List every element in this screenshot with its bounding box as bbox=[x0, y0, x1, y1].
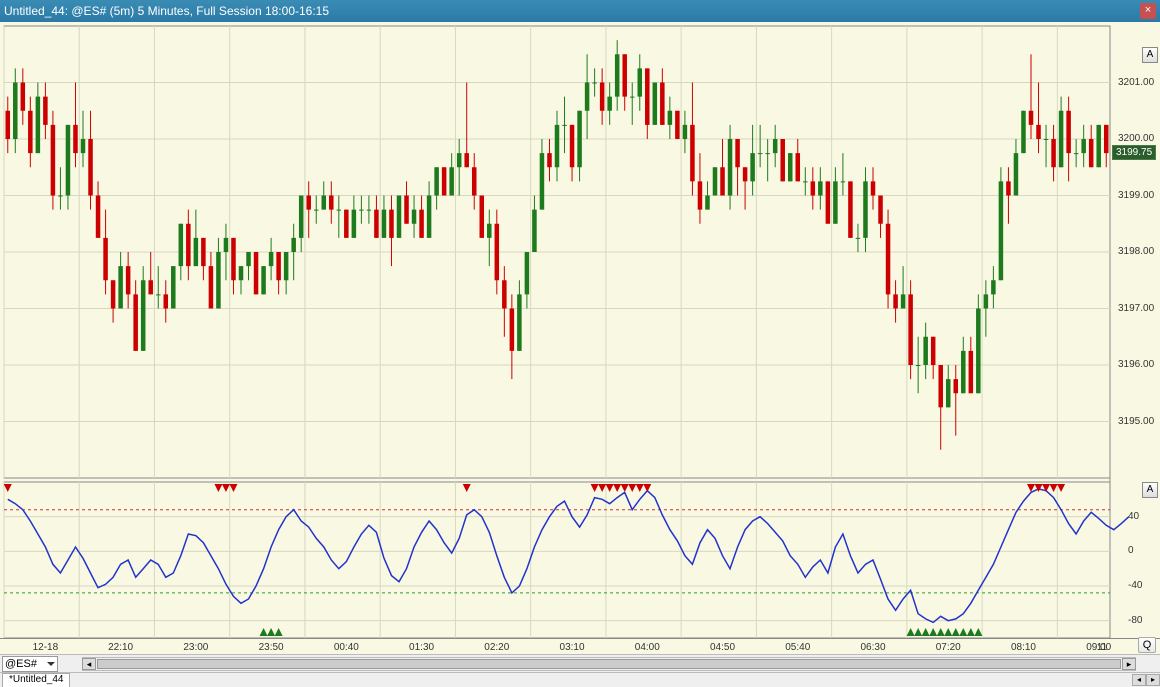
x-tick-label: 07:20 bbox=[936, 642, 961, 653]
x-axis: 12-18 22:10 23:00 23:50 00:40 01:30 02:20 03:10… bbox=[0, 638, 1160, 654]
osc-tick-label: -40 bbox=[1128, 580, 1142, 591]
x-tick-label: 05:40 bbox=[785, 642, 810, 653]
x-tick-label: 04:50 bbox=[710, 642, 735, 653]
x-tick-label: 02:20 bbox=[484, 642, 509, 653]
x-tick-label: 04:00 bbox=[635, 642, 660, 653]
y-tick-label: 3197.00 bbox=[1118, 303, 1154, 314]
window-title: Untitled_44: @ES# (5m) 5 Minutes, Full S… bbox=[4, 4, 329, 18]
window-titlebar: Untitled_44: @ES# (5m) 5 Minutes, Full S… bbox=[0, 0, 1160, 22]
x-tick-label: 06:30 bbox=[860, 642, 885, 653]
scrollbar-thumb[interactable] bbox=[97, 659, 1121, 669]
tab-scroll-right-icon[interactable]: ▸ bbox=[1146, 674, 1160, 686]
symbol-selector[interactable]: @ES# bbox=[2, 656, 58, 672]
y-tick-label: 3198.00 bbox=[1118, 246, 1154, 257]
auto-scale-button-price[interactable]: A bbox=[1142, 47, 1158, 63]
x-tick-label: 23:00 bbox=[183, 642, 208, 653]
close-button[interactable]: × bbox=[1140, 3, 1156, 19]
chart-area[interactable]: A A 3199.75 12-18 22:10 23:00 23:50 00:40 01:… bbox=[0, 22, 1160, 654]
x-tick-label: 22:10 bbox=[108, 642, 133, 653]
y-tick-label: 3200.00 bbox=[1118, 133, 1154, 144]
x-tick-label: 03:10 bbox=[560, 642, 585, 653]
chart-svg bbox=[0, 22, 1160, 654]
tab-chart[interactable]: *Untitled_44 bbox=[2, 673, 70, 687]
quick-settings-icon[interactable]: Q bbox=[1138, 637, 1156, 653]
bottom-bar: @ES# ◂ ▸ bbox=[0, 654, 1160, 672]
x-tick-label: 00:40 bbox=[334, 642, 359, 653]
y-tick-label: 3195.00 bbox=[1118, 416, 1154, 427]
osc-tick-label: 40 bbox=[1128, 511, 1139, 522]
y-tick-label: 3199.00 bbox=[1118, 190, 1154, 201]
y-tick-label: 3201.00 bbox=[1118, 77, 1154, 88]
x-tick-label: 23:50 bbox=[259, 642, 284, 653]
tab-scroll-left-icon[interactable]: ◂ bbox=[1132, 674, 1146, 686]
x-tick-label: 11 bbox=[1097, 642, 1107, 653]
last-price-marker: 3199.75 bbox=[1112, 145, 1156, 160]
x-tick-label: 01:30 bbox=[409, 642, 434, 653]
x-tick-label: 08:10 bbox=[1011, 642, 1036, 653]
horizontal-scrollbar[interactable]: ◂ ▸ bbox=[82, 657, 1136, 671]
tab-bar: *Untitled_44 ◂ ▸ bbox=[0, 672, 1160, 687]
osc-tick-label: 0 bbox=[1128, 545, 1134, 556]
scroll-left-icon[interactable]: ◂ bbox=[82, 658, 96, 670]
osc-tick-label: -80 bbox=[1128, 615, 1142, 626]
y-tick-label: 3196.00 bbox=[1118, 359, 1154, 370]
chevron-down-icon bbox=[47, 662, 55, 666]
x-tick-label: 12-18 bbox=[33, 642, 59, 653]
auto-scale-button-osc[interactable]: A bbox=[1142, 482, 1158, 498]
scroll-right-icon[interactable]: ▸ bbox=[1122, 658, 1136, 670]
symbol-selector-value: @ES# bbox=[5, 658, 37, 670]
